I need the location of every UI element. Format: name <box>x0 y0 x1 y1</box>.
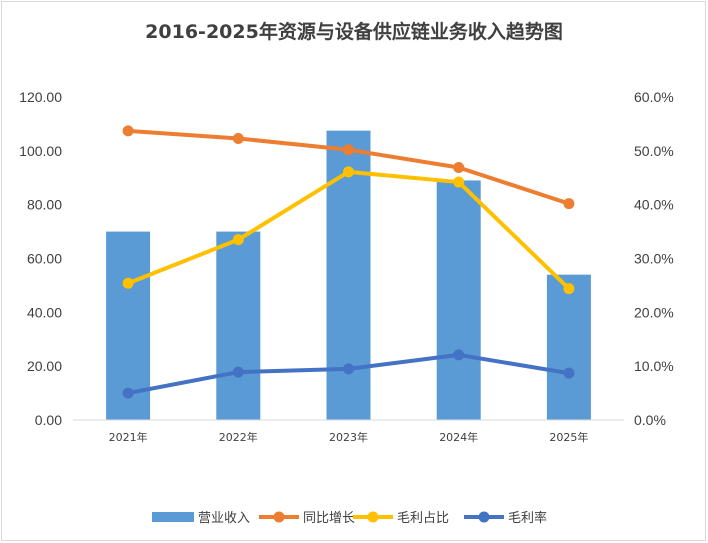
legend-item: 毛利占比 <box>353 511 449 526</box>
x-axis: 2021年 2022年 2023年 2024年 2025年 <box>109 430 589 444</box>
right-tick-label: 20.0% <box>634 304 674 320</box>
series-line <box>122 166 575 295</box>
data-point <box>453 176 465 188</box>
data-point <box>122 125 134 137</box>
legend-label: 同比增长 <box>303 511 355 526</box>
left-tick-label: 80.00 <box>27 197 62 213</box>
x-tick-label: 2021年 <box>109 430 148 444</box>
legend-item: 营业收入 <box>152 511 250 526</box>
right-tick-label: 0.0% <box>634 412 666 428</box>
x-tick-label: 2022年 <box>219 430 258 444</box>
x-tick-label: 2023年 <box>329 430 368 444</box>
data-point <box>563 198 575 210</box>
x-tick-label: 2025年 <box>549 430 588 444</box>
data-point <box>453 349 465 361</box>
left-tick-label: 40.00 <box>27 304 62 320</box>
bar <box>546 274 591 420</box>
right-tick-label: 40.0% <box>634 197 674 213</box>
data-point <box>563 367 575 379</box>
legend-label: 毛利占比 <box>397 511 449 526</box>
left-axis: 0.00 20.00 40.00 60.00 80.00 100.00 120.00 <box>19 89 62 428</box>
data-point <box>343 144 354 156</box>
right-tick-label: 10.0% <box>634 358 674 374</box>
legend-label: 毛利率 <box>508 510 547 526</box>
bar <box>436 180 481 420</box>
legend-marker <box>478 511 490 523</box>
data-point <box>232 132 244 144</box>
series-line <box>122 125 575 210</box>
right-tick-label: 60.0% <box>634 89 674 105</box>
right-tick-label: 30.0% <box>634 251 674 267</box>
right-tick-label: 50.0% <box>634 143 674 159</box>
legend-marker <box>273 511 285 523</box>
left-tick-label: 100.00 <box>19 143 62 159</box>
legend-item: 毛利率 <box>464 510 547 526</box>
bar <box>216 231 261 420</box>
data-point <box>343 166 354 178</box>
legend-marker <box>367 511 379 523</box>
left-tick-label: 120.00 <box>19 89 62 105</box>
chart-title: 2016-2025年资源与设备供应链业务收入趋势图 <box>145 20 563 43</box>
data-point <box>453 162 465 174</box>
line-series <box>122 125 575 399</box>
legend-swatch <box>152 512 194 522</box>
bar-series <box>106 130 591 421</box>
data-point <box>232 234 244 246</box>
left-tick-label: 0.00 <box>35 412 62 428</box>
data-point <box>232 366 244 378</box>
data-point <box>343 363 354 375</box>
data-point <box>122 387 134 399</box>
legend: 营业收入 同比增长 毛利占比 毛利率 <box>152 510 547 526</box>
legend-label: 营业收入 <box>198 511 250 526</box>
left-tick-label: 20.00 <box>27 358 62 374</box>
x-tick-label: 2024年 <box>439 430 478 444</box>
series-line <box>122 349 575 399</box>
legend-item: 同比增长 <box>259 511 355 526</box>
data-point <box>122 277 134 289</box>
left-tick-label: 60.00 <box>27 251 62 267</box>
right-axis: 0.0% 10.0% 20.0% 30.0% 40.0% 50.0% 60.0% <box>634 89 674 428</box>
data-point <box>563 283 575 295</box>
